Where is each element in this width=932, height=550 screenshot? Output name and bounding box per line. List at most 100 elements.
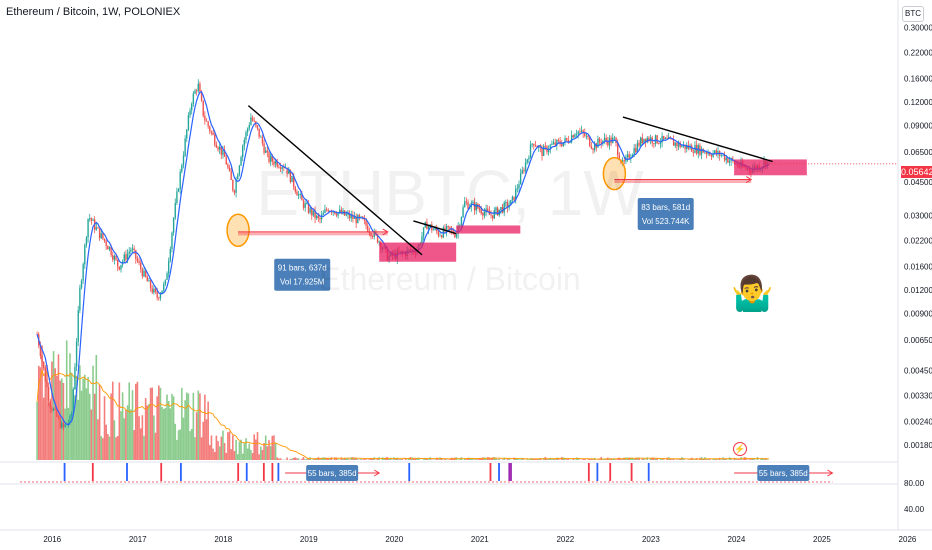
candle-body [371,236,374,238]
volume-bar [49,400,52,460]
candle-body [524,162,527,172]
candle-body [531,143,533,145]
candle-body [672,139,675,146]
candle-body [378,241,380,243]
candle-body [95,227,98,230]
volume-bar [159,387,162,460]
y-tick-label: 0.22000 [904,49,932,58]
candle-body [215,144,218,148]
candle-body [163,283,165,291]
volume-bar [368,459,371,460]
candle-body [598,138,601,143]
candle-body [136,258,139,262]
candle-body [421,236,423,245]
volume-bar [181,387,183,460]
candle-body [704,152,706,154]
volume-bar [477,459,479,460]
candle-body [607,140,609,146]
volume-bar [143,435,145,460]
volume-bar [653,457,655,460]
event-mark [587,463,590,481]
volume-bar [654,458,657,460]
volume-bar [233,451,236,460]
volume-bar [36,401,38,460]
candle-body [649,137,652,141]
candle-body [87,218,89,238]
volume-bar [74,395,76,460]
candle-body [240,157,242,166]
volume-bar [651,457,654,460]
candle-body [572,135,574,138]
volume-bar [590,459,593,460]
event-mark [408,463,411,481]
candle-body [585,135,588,137]
candle-body [485,208,487,212]
candle-body [345,214,348,216]
volume-bar [44,367,47,460]
candle-body [322,212,324,215]
candle-body [269,155,272,162]
volume-bar [212,448,214,460]
y-tick-label: 0.16000 [904,75,932,84]
candle-body [174,202,176,219]
volume-bar [398,459,400,460]
volume-bar [37,365,40,460]
volume-bar [200,437,203,460]
candle-body [449,226,451,230]
candle-body [648,137,650,141]
volume-bar [534,458,537,460]
drawings: 91 bars, 637d Vol 17.925M 83 bars, 581d Vol… [20,105,898,483]
volume-bar [343,457,346,460]
candle-body [570,135,573,143]
volume-bar [202,421,205,460]
volume-bar [88,393,91,460]
candle-body [473,202,476,211]
volume-bar [171,393,173,460]
volume-bar [314,458,316,460]
volume-bar [230,449,232,460]
candle-body [564,138,566,142]
alert-bolt-icon[interactable]: ⚡ [733,442,747,456]
candle-body [633,148,635,155]
volume-bar [261,449,264,460]
volume-bar [192,392,195,460]
candle-body [653,143,655,144]
volume-bar [503,457,505,460]
volume-bar [67,407,70,460]
candle-body [301,194,303,201]
candle-body [171,232,173,249]
volume-bar [185,392,188,460]
measure-label-box [637,197,694,230]
volume-bar [478,458,481,460]
candle-body [427,225,430,230]
candle-body [422,227,425,237]
measure-label-bars: 91 bars, 637d [278,264,327,273]
candle-body [210,131,213,133]
volume-bar [245,438,247,460]
volume-bar [735,458,737,460]
volume-bar [603,459,606,460]
x-tick-label: 2021 [471,535,489,544]
volume-bar [634,457,637,460]
candle-body [279,167,282,169]
measure-label-bars: 83 bars, 581d [641,203,690,212]
candle-body [462,207,464,218]
candle-body [116,259,119,267]
volume-bar [87,376,89,460]
candle-body [314,210,316,219]
volume-bar [325,457,328,460]
candle-body [515,188,517,201]
candle-body [324,209,326,213]
volume-bar [164,408,167,460]
candle-body [720,154,722,156]
chart-title: Ethereum / Bitcoin, 1W, POLONIEX [6,6,181,18]
currency-badge[interactable]: BTC [902,6,924,22]
volume-bar [620,458,622,460]
candle-body [567,139,570,143]
volume-bar [174,423,177,460]
candle-body [299,194,301,196]
volume-bar [564,458,566,460]
candle-body [75,341,78,367]
cycle-arrow [373,469,381,477]
